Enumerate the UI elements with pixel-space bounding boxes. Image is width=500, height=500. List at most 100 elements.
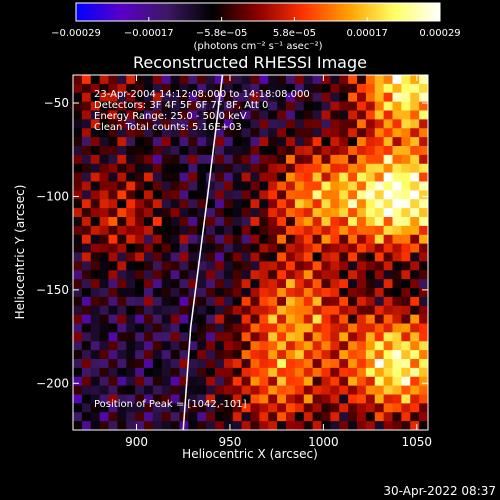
heatmap-cell bbox=[161, 332, 172, 342]
heatmap-cell bbox=[197, 314, 207, 325]
heatmap-cell bbox=[117, 146, 127, 156]
heatmap-cell bbox=[348, 137, 358, 147]
heatmap-cell bbox=[250, 376, 260, 387]
heatmap-cell bbox=[144, 296, 154, 307]
heatmap-cell bbox=[108, 217, 118, 227]
heatmap-cell bbox=[286, 208, 296, 218]
heatmap-cell bbox=[223, 110, 234, 120]
heatmap-cell bbox=[410, 288, 420, 298]
heatmap-cell bbox=[374, 359, 385, 369]
heatmap-cell bbox=[410, 217, 420, 227]
heatmap-cell bbox=[357, 296, 367, 307]
heatmap-cell bbox=[259, 412, 269, 422]
heatmap-cell bbox=[330, 190, 340, 200]
heatmap-cell bbox=[303, 181, 314, 191]
heatmap-cell bbox=[410, 385, 420, 396]
heatmap-cell bbox=[179, 314, 189, 325]
heatmap-cell bbox=[232, 234, 243, 245]
heatmap-cell bbox=[170, 323, 181, 333]
heatmap-cell bbox=[410, 296, 420, 307]
heatmap-cell bbox=[286, 83, 296, 94]
heatmap-cell bbox=[90, 110, 101, 120]
heatmap-cell bbox=[339, 261, 349, 271]
heatmap-cell bbox=[401, 83, 411, 94]
heatmap-cell bbox=[90, 208, 101, 218]
heatmap-cell bbox=[392, 314, 402, 325]
heatmap-cell bbox=[99, 146, 110, 156]
heatmap-cell bbox=[161, 92, 172, 103]
heatmap-cell bbox=[135, 403, 145, 413]
heatmap-cell bbox=[374, 314, 385, 325]
heatmap-cell bbox=[135, 261, 145, 271]
heatmap-cell bbox=[410, 75, 420, 85]
heatmap-cell bbox=[392, 252, 402, 262]
heatmap-cell bbox=[152, 403, 163, 413]
heatmap-cell bbox=[215, 146, 225, 156]
heatmap-cell bbox=[419, 154, 428, 165]
heatmap-cell bbox=[401, 137, 411, 147]
heatmap-cell bbox=[268, 296, 278, 307]
heatmap-cell bbox=[179, 341, 189, 351]
heatmap-cell bbox=[241, 314, 252, 325]
heatmap-cell bbox=[365, 146, 376, 156]
heatmap-cell bbox=[99, 314, 110, 325]
heatmap-cell bbox=[135, 92, 145, 103]
heatmap-cell bbox=[286, 92, 296, 103]
heatmap-cell bbox=[197, 199, 207, 209]
heatmap-cell bbox=[312, 305, 323, 316]
heatmap-cell bbox=[170, 332, 181, 342]
heatmap-cell bbox=[383, 403, 394, 413]
heatmap-cell bbox=[348, 376, 358, 387]
heatmap-cell bbox=[277, 305, 287, 316]
heatmap-cell bbox=[117, 314, 127, 325]
heatmap-cell bbox=[401, 359, 411, 369]
heatmap-cell bbox=[365, 199, 376, 209]
heatmap-cell bbox=[144, 421, 154, 430]
heatmap-cell bbox=[268, 137, 278, 147]
heatmap-cell bbox=[303, 403, 314, 413]
heatmap-cell bbox=[410, 421, 420, 430]
heatmap-cell bbox=[330, 163, 340, 174]
heatmap-cell bbox=[250, 190, 260, 200]
heatmap-cell bbox=[365, 279, 376, 289]
heatmap-cell bbox=[108, 261, 118, 271]
heatmap-cell bbox=[215, 119, 225, 129]
heatmap-cell bbox=[374, 181, 385, 191]
plot-frame bbox=[72, 74, 429, 431]
heatmap-cell bbox=[90, 270, 101, 280]
heatmap-cell bbox=[135, 279, 145, 289]
heatmap-cell bbox=[170, 137, 181, 147]
heatmap-cell bbox=[135, 208, 145, 218]
heatmap-cell bbox=[232, 199, 243, 209]
heatmap-cell bbox=[152, 190, 163, 200]
heatmap-cell bbox=[259, 172, 269, 183]
heatmap-cell bbox=[108, 146, 118, 156]
heatmap-cell bbox=[286, 110, 296, 120]
heatmap-cell bbox=[73, 252, 83, 262]
heatmap-cell bbox=[268, 154, 278, 165]
heatmap-cell bbox=[294, 314, 305, 325]
heatmap-cell bbox=[232, 154, 243, 165]
heatmap-cell bbox=[241, 181, 252, 191]
heatmap-cell bbox=[374, 288, 385, 298]
heatmap-cell bbox=[374, 110, 385, 120]
heatmap-cell bbox=[223, 190, 234, 200]
heatmap-cell bbox=[339, 394, 349, 404]
heatmap-cell bbox=[161, 394, 172, 404]
heatmap-cell bbox=[232, 385, 243, 396]
heatmap-cell bbox=[419, 376, 428, 387]
heatmap-cell bbox=[286, 154, 296, 165]
heatmap-cell bbox=[223, 394, 234, 404]
heatmap-cell bbox=[259, 101, 269, 112]
heatmap-cell bbox=[188, 146, 198, 156]
heatmap-cell bbox=[197, 332, 207, 342]
heatmap-cell bbox=[241, 288, 252, 298]
heatmap-cell bbox=[419, 243, 428, 254]
heatmap-cell bbox=[232, 279, 243, 289]
heatmap-cell bbox=[223, 305, 234, 316]
heatmap-cell bbox=[161, 385, 172, 396]
heatmap-cell bbox=[161, 314, 172, 325]
heatmap-cell bbox=[312, 146, 323, 156]
heatmap-cell bbox=[215, 243, 225, 254]
heatmap-cell bbox=[383, 296, 394, 307]
